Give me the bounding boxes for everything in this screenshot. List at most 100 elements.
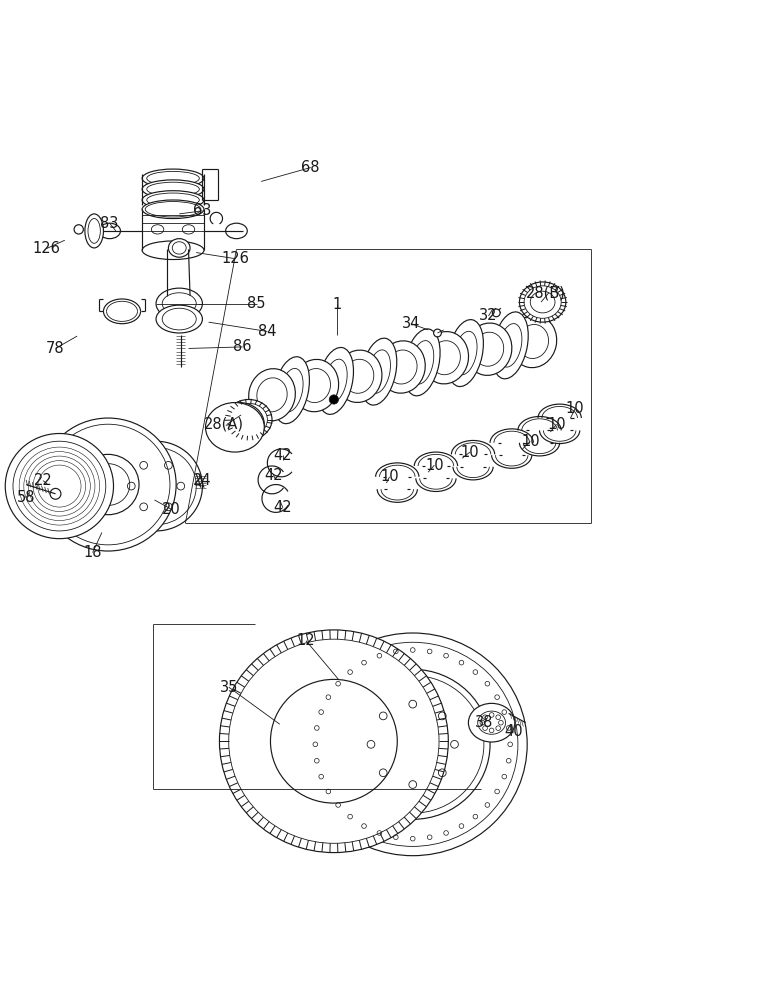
Ellipse shape: [182, 225, 195, 234]
Text: 35: 35: [220, 680, 237, 695]
Ellipse shape: [229, 639, 439, 843]
Ellipse shape: [116, 447, 196, 525]
Ellipse shape: [273, 357, 310, 424]
Ellipse shape: [19, 447, 99, 525]
Text: 10: 10: [547, 417, 566, 432]
Ellipse shape: [230, 403, 268, 436]
Ellipse shape: [519, 282, 566, 322]
Ellipse shape: [99, 223, 120, 239]
Ellipse shape: [226, 223, 248, 239]
Circle shape: [434, 329, 442, 337]
Text: 126: 126: [222, 251, 250, 266]
Ellipse shape: [24, 452, 95, 521]
Ellipse shape: [85, 214, 103, 248]
Ellipse shape: [411, 341, 434, 384]
Text: 1: 1: [332, 297, 341, 312]
Ellipse shape: [307, 642, 518, 846]
Ellipse shape: [404, 329, 440, 396]
Text: 18: 18: [83, 545, 102, 560]
Ellipse shape: [430, 341, 460, 375]
Text: 58: 58: [17, 490, 36, 505]
Ellipse shape: [390, 722, 436, 767]
Circle shape: [493, 309, 500, 317]
Ellipse shape: [498, 324, 522, 367]
Ellipse shape: [151, 225, 164, 234]
Ellipse shape: [324, 359, 347, 403]
Ellipse shape: [447, 320, 483, 387]
Text: 42: 42: [274, 448, 293, 463]
Ellipse shape: [530, 291, 555, 313]
Ellipse shape: [33, 461, 85, 512]
Text: 63: 63: [193, 203, 212, 218]
Ellipse shape: [271, 679, 397, 803]
Ellipse shape: [142, 200, 204, 219]
Ellipse shape: [518, 324, 549, 358]
Text: 86: 86: [234, 339, 252, 354]
Ellipse shape: [335, 350, 382, 402]
Ellipse shape: [142, 180, 204, 198]
Ellipse shape: [465, 323, 512, 375]
Ellipse shape: [5, 434, 113, 539]
Text: 22: 22: [34, 473, 53, 488]
Ellipse shape: [109, 441, 203, 531]
Ellipse shape: [147, 171, 199, 185]
Ellipse shape: [473, 332, 504, 366]
Ellipse shape: [156, 305, 203, 333]
Ellipse shape: [492, 312, 528, 379]
Text: 28(B): 28(B): [525, 285, 566, 300]
Ellipse shape: [237, 409, 262, 430]
Text: 68: 68: [301, 160, 320, 175]
Ellipse shape: [162, 308, 196, 330]
Ellipse shape: [524, 286, 561, 318]
Text: 10: 10: [461, 445, 480, 460]
Ellipse shape: [220, 630, 449, 853]
Ellipse shape: [335, 669, 490, 819]
Ellipse shape: [380, 713, 445, 776]
Ellipse shape: [142, 241, 204, 260]
Ellipse shape: [172, 242, 186, 254]
Text: 83: 83: [100, 216, 119, 231]
Text: 38: 38: [475, 715, 493, 730]
Ellipse shape: [422, 332, 469, 384]
Ellipse shape: [300, 369, 331, 403]
Ellipse shape: [341, 676, 484, 813]
Ellipse shape: [379, 341, 425, 393]
Text: 32: 32: [480, 308, 497, 323]
Ellipse shape: [206, 403, 265, 452]
Ellipse shape: [142, 191, 204, 209]
Ellipse shape: [145, 476, 167, 496]
Ellipse shape: [226, 399, 272, 440]
Ellipse shape: [147, 193, 199, 207]
Ellipse shape: [86, 464, 130, 505]
Ellipse shape: [142, 169, 204, 188]
Text: 85: 85: [248, 296, 265, 311]
Text: 40: 40: [504, 724, 522, 739]
Ellipse shape: [145, 202, 201, 217]
Ellipse shape: [279, 368, 303, 412]
Circle shape: [329, 395, 338, 404]
Ellipse shape: [38, 465, 81, 507]
Ellipse shape: [215, 403, 265, 446]
Text: 126: 126: [33, 241, 61, 256]
Ellipse shape: [478, 711, 505, 734]
Text: 10: 10: [380, 469, 399, 484]
Text: 24: 24: [193, 473, 212, 488]
Ellipse shape: [77, 454, 139, 515]
Text: 10: 10: [566, 401, 584, 416]
Ellipse shape: [29, 456, 90, 516]
Ellipse shape: [257, 378, 287, 412]
Text: 10: 10: [425, 458, 444, 473]
Ellipse shape: [367, 350, 390, 393]
Ellipse shape: [292, 359, 338, 412]
Text: 20: 20: [162, 502, 181, 517]
Text: 28(A): 28(A): [204, 417, 244, 432]
Ellipse shape: [361, 338, 397, 405]
Ellipse shape: [162, 293, 196, 314]
Ellipse shape: [453, 331, 477, 375]
Ellipse shape: [510, 315, 556, 368]
Ellipse shape: [88, 219, 100, 243]
Text: 12: 12: [296, 633, 315, 648]
Ellipse shape: [469, 703, 514, 742]
Ellipse shape: [147, 182, 199, 196]
Text: 78: 78: [47, 341, 65, 356]
